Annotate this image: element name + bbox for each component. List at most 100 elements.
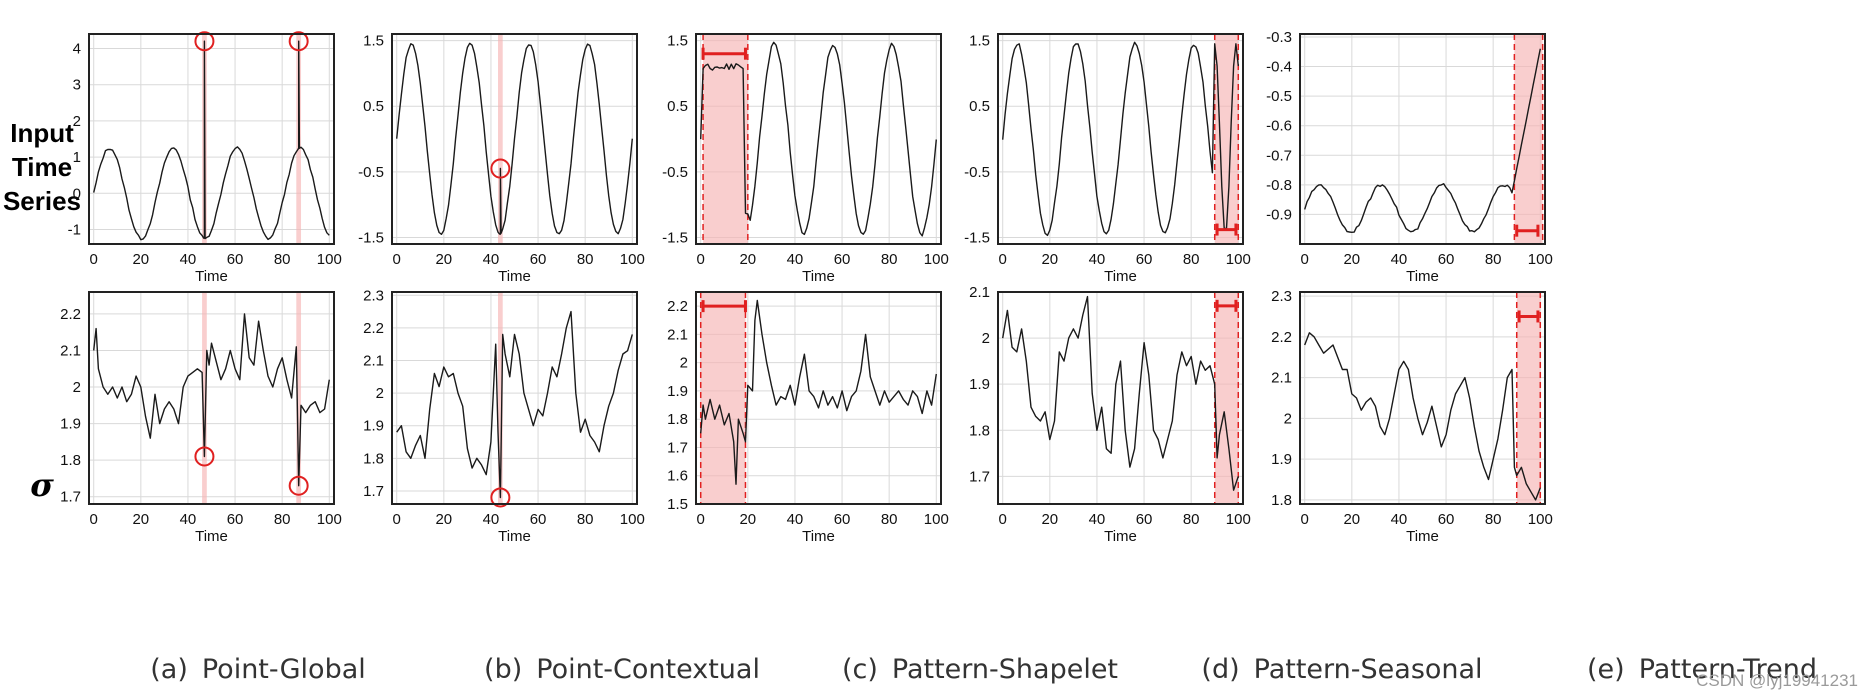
ytick-label: 1.8 xyxy=(60,452,81,469)
xtick-label: 100 xyxy=(620,511,645,528)
xtick-label: 0 xyxy=(697,511,705,528)
ytick-label: 1.7 xyxy=(60,489,81,506)
panel-c-top: 0 20 40 60 80 100 1.5 0.5 -0.5 -1.5 Time xyxy=(662,33,949,285)
plot-area xyxy=(1300,292,1545,504)
ytick-label: -1.5 xyxy=(662,229,688,246)
xtick-label: 60 xyxy=(1136,251,1153,268)
plot-area xyxy=(89,34,334,244)
ytick-label: 1.8 xyxy=(363,450,384,467)
plot-area xyxy=(392,292,637,504)
ytick-label: -1 xyxy=(68,222,81,239)
xtick-label: 20 xyxy=(1343,251,1360,268)
xtick-label: 100 xyxy=(1528,251,1553,268)
xtick-label: 20 xyxy=(1041,251,1058,268)
ytick-label: 2.3 xyxy=(1271,288,1292,305)
ytick-label: 1.5 xyxy=(667,496,688,513)
anomaly-band-0 xyxy=(1516,292,1541,504)
plot-frame xyxy=(1299,33,1546,245)
xtick-label: 60 xyxy=(1136,511,1153,528)
ytick-label: 3 xyxy=(73,77,81,94)
ytick-label: 1.5 xyxy=(969,33,990,50)
xtick-label: 60 xyxy=(227,251,244,268)
ytick-label: 0.5 xyxy=(969,98,990,115)
xtick-label: 80 xyxy=(1183,251,1200,268)
ytick-label: 2.2 xyxy=(363,320,384,337)
ytick-label: 2.1 xyxy=(969,284,990,301)
xtick-label: 80 xyxy=(274,251,291,268)
xtick-label: 40 xyxy=(483,511,500,528)
ytick-label: 2.1 xyxy=(60,342,81,359)
xtick-label: 20 xyxy=(132,511,149,528)
xtick-label: 40 xyxy=(1089,251,1106,268)
plot-frame xyxy=(695,291,942,505)
caption-d: (d) Pattern-Seasonal xyxy=(1201,654,1482,685)
anomaly-band-0 xyxy=(1214,292,1239,504)
xtick-label: 0 xyxy=(999,511,1007,528)
xtick-label: 20 xyxy=(1343,511,1360,528)
xtick-label: 40 xyxy=(180,511,197,528)
xtick-label: 100 xyxy=(924,251,949,268)
row-label-sigma: σ xyxy=(30,466,54,504)
x-axis-label: Time xyxy=(1406,528,1439,545)
xtick-label: 20 xyxy=(1041,511,1058,528)
plot-frame xyxy=(997,33,1244,245)
xtick-label: 20 xyxy=(739,511,756,528)
xtick-label: 100 xyxy=(924,511,949,528)
anomaly-interval-0 xyxy=(1215,223,1238,236)
plot-area xyxy=(1300,34,1545,244)
xtick-label: 0 xyxy=(1301,511,1309,528)
xtick-label: 40 xyxy=(483,251,500,268)
xtick-label: 100 xyxy=(1528,511,1553,528)
xtick-label: 40 xyxy=(1089,511,1106,528)
anomaly-interval-0 xyxy=(1515,224,1540,237)
anomaly-interval-0 xyxy=(701,300,747,313)
xtick-label: 0 xyxy=(90,251,98,268)
panel-b-top: 0 20 40 60 80 100 1.5 0.5 -0.5 -1.5 Time xyxy=(358,33,645,285)
caption-e: (e) Pattern-Trend xyxy=(1587,654,1817,685)
xtick-label: 0 xyxy=(999,251,1007,268)
ytick-label: 0.5 xyxy=(363,98,384,115)
watermark: CSDN @lyj19941231 xyxy=(1696,671,1858,690)
plot-area xyxy=(998,292,1243,504)
ytick-label: 1.8 xyxy=(667,411,688,428)
xtick-label: 60 xyxy=(1438,251,1455,268)
series-line xyxy=(1304,332,1541,501)
series-line xyxy=(700,299,937,485)
plot-frame xyxy=(695,33,942,245)
ytick-label: 2 xyxy=(680,355,688,372)
xtick-label: 100 xyxy=(1226,251,1251,268)
caption-b: (b) Point-Contextual xyxy=(484,654,760,685)
xtick-label: 40 xyxy=(1391,511,1408,528)
xtick-label: 60 xyxy=(1438,511,1455,528)
series-line xyxy=(93,313,330,487)
series-line xyxy=(1304,48,1541,233)
ytick-label: 1.9 xyxy=(667,383,688,400)
xtick-label: 0 xyxy=(393,251,401,268)
xtick-label: 60 xyxy=(227,511,244,528)
plot-frame xyxy=(391,291,638,505)
captions: (a) Point-Global (b) Point-Contextual (c) P… xyxy=(150,654,1817,685)
plot-frame xyxy=(88,291,335,505)
xtick-label: 20 xyxy=(435,511,452,528)
series-line xyxy=(700,41,937,237)
xtick-label: 0 xyxy=(1301,251,1309,268)
anomaly-band-0 xyxy=(1214,34,1239,244)
xtick-label: 40 xyxy=(787,251,804,268)
x-axis-label: Time xyxy=(498,528,531,545)
xtick-label: 80 xyxy=(274,511,291,528)
anomaly-circle-0 xyxy=(194,31,215,52)
ytick-label: 2 xyxy=(73,379,81,396)
series-line xyxy=(93,40,330,241)
xtick-label: 100 xyxy=(620,251,645,268)
ytick-label: -0.4 xyxy=(1266,59,1292,76)
anomaly-circle-1 xyxy=(288,475,309,496)
x-axis-label: Time xyxy=(195,528,228,545)
anomaly-circle-0 xyxy=(194,446,215,467)
ytick-label: -0.9 xyxy=(1266,206,1292,223)
ytick-label: 2 xyxy=(73,113,81,130)
xtick-label: 60 xyxy=(530,511,547,528)
ytick-label: 2.2 xyxy=(667,298,688,315)
ytick-label: 2 xyxy=(982,330,990,347)
ytick-label: 1.5 xyxy=(667,33,688,50)
anomaly-circle-1 xyxy=(288,31,309,52)
